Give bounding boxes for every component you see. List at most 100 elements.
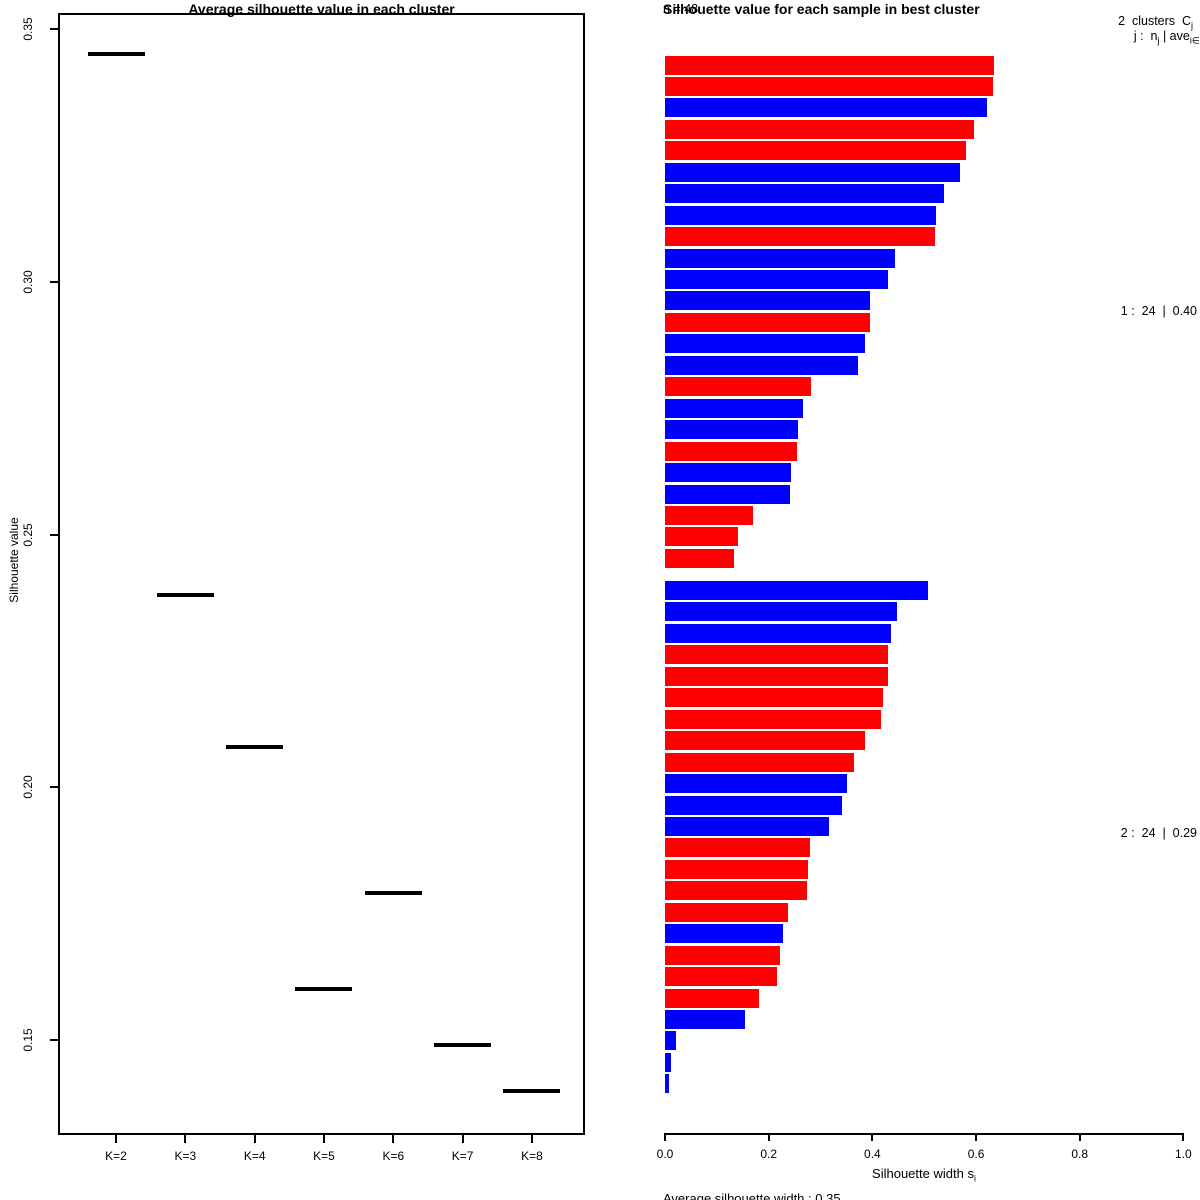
- silhouette-bar: [665, 205, 937, 225]
- left-y-tick-label: 0.30: [21, 270, 35, 294]
- avg-silhouette-segment: [434, 1043, 492, 1048]
- left-y-tick-label: 0.35: [21, 17, 35, 41]
- silhouette-bar: [665, 795, 843, 815]
- right-x-tick-label: 0.4: [864, 1147, 881, 1161]
- left-x-tick-label: K=5: [313, 1149, 335, 1163]
- silhouette-bar: [665, 441, 797, 461]
- left-y-tick-label: 0.20: [21, 775, 35, 799]
- cluster1-stat-label: 1 : 24 | 0.40: [1120, 304, 1197, 318]
- silhouette-bar: [665, 1052, 671, 1072]
- right-x-tick: [1182, 1133, 1185, 1141]
- silhouette-bar: [665, 902, 789, 922]
- left-y-tick: [50, 786, 58, 789]
- silhouette-bar: [665, 881, 808, 901]
- left-chart-title: Average silhouette value in each cluster: [188, 1, 455, 17]
- left-x-tick: [530, 1135, 533, 1143]
- left-panel: Average silhouette value in each cluster…: [7, 1, 585, 1163]
- silhouette-bar: [665, 967, 777, 987]
- right-x-tick-label: 0.0: [656, 1147, 674, 1161]
- silhouette-bar: [665, 119, 975, 139]
- right-panel: n = 48 Silhouette value for each sample …: [600, 0, 1200, 1200]
- left-x-tick: [253, 1135, 256, 1143]
- silhouette-bar: [665, 98, 987, 118]
- right-x-tick: [1078, 1133, 1081, 1141]
- silhouette-bar: [665, 1010, 745, 1029]
- silhouette-bar: [665, 355, 858, 375]
- right-x-tick-label: 0.8: [1071, 1147, 1089, 1161]
- silhouette-bar: [665, 312, 870, 332]
- silhouette-bar: [665, 184, 944, 204]
- silhouette-bar: [665, 666, 889, 686]
- silhouette-bar: [665, 505, 753, 525]
- silhouette-bar: [665, 581, 929, 600]
- left-x-tick: [322, 1135, 325, 1143]
- cluster-formula-label: j : nj | avei∈Cj si: [1133, 29, 1200, 46]
- left-y-tick-label: 0.25: [21, 522, 35, 547]
- right-x-tick-label: 1.0: [1175, 1147, 1192, 1161]
- silhouette-bar: [665, 945, 781, 965]
- right-x-tick: [767, 1133, 770, 1141]
- silhouette-bar: [665, 227, 936, 247]
- silhouette-bar: [665, 484, 790, 504]
- silhouette-bar: [665, 688, 883, 708]
- left-x-tick-label: K=7: [451, 1149, 474, 1163]
- right-x-tick: [975, 1133, 978, 1141]
- silhouette-bar: [665, 774, 848, 794]
- avg-silhouette-segment: [156, 593, 214, 598]
- silhouette-bar: [665, 141, 966, 161]
- silhouette-bar: [665, 291, 871, 311]
- silhouette-bar: [665, 1074, 670, 1094]
- silhouette-bar: [665, 709, 882, 729]
- avg-silhouette-segment: [503, 1088, 561, 1093]
- clusters-count-sub: j: [1191, 20, 1193, 31]
- silhouette-bar: [665, 838, 811, 858]
- left-x-tick: [184, 1135, 187, 1143]
- clusters-count-label: 2 clusters Cj: [1097, 2, 1193, 41]
- left-x-tick-label: K=8: [521, 1149, 543, 1163]
- cluster2-stat-label: 2 : 24 | 0.29: [1120, 826, 1197, 840]
- avg-silhouette-segment: [295, 987, 353, 992]
- right-x-axis-label: Silhouette width si: [872, 1166, 976, 1184]
- left-y-tick: [50, 280, 58, 283]
- silhouette-bar: [665, 420, 798, 440]
- silhouette-bar: [665, 623, 891, 643]
- silhouette-bar: [665, 924, 784, 944]
- left-x-tick-label: K=3: [174, 1149, 197, 1163]
- silhouette-bar: [665, 645, 889, 665]
- silhouette-bar: [665, 334, 866, 354]
- left-x-tick: [115, 1135, 117, 1143]
- n-samples-label: n = 48: [663, 2, 699, 16]
- right-x-tick-label: 0.6: [967, 1147, 985, 1161]
- left-x-tick: [461, 1135, 464, 1143]
- right-chart-title: Silhouette value for each sample in best…: [663, 1, 980, 17]
- silhouette-bar: [665, 55, 995, 75]
- silhouette-bar: [665, 752, 854, 772]
- avg-silhouette-segment: [87, 52, 145, 57]
- left-y-tick: [50, 28, 58, 30]
- clusters-count-text: 2 clusters C: [1118, 14, 1191, 28]
- silhouette-bar: [665, 377, 811, 397]
- left-plot-area: [58, 13, 585, 1135]
- avg-silhouette-segment: [226, 744, 284, 749]
- silhouette-bar: [665, 988, 759, 1008]
- silhouette-bar: [665, 602, 898, 622]
- silhouette-bar: [665, 248, 895, 268]
- silhouette-bar: [665, 1031, 676, 1051]
- silhouette-bar: [665, 527, 738, 547]
- left-x-tick-label: K=2: [105, 1149, 127, 1163]
- silhouette-bar: [665, 548, 734, 568]
- left-y-tick: [50, 533, 58, 536]
- left-y-tick-label: 0.15: [21, 1028, 35, 1052]
- right-x-tick-label: 0.2: [760, 1147, 778, 1161]
- silhouette-bar: [665, 859, 808, 879]
- silhouette-bar: [665, 270, 888, 289]
- silhouette-bar: [665, 76, 993, 96]
- silhouette-bar: [665, 162, 961, 182]
- right-x-axis-line: [665, 1133, 1184, 1135]
- left-y-axis-label: Silhouette value: [7, 517, 21, 603]
- silhouette-bar: [665, 731, 866, 751]
- left-x-tick: [392, 1135, 395, 1143]
- silhouette-bar: [665, 816, 829, 836]
- right-x-tick: [871, 1133, 874, 1141]
